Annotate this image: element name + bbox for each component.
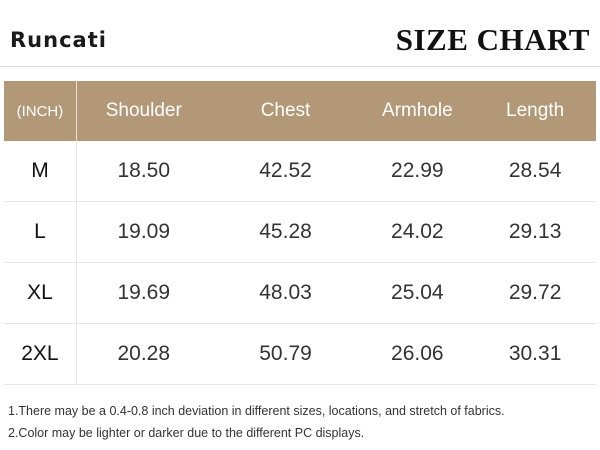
size-label: XL: [4, 263, 77, 323]
column-header-shoulder: Shoulder: [105, 100, 182, 121]
chest-value: 45.28: [259, 220, 312, 243]
page-title: SIZE CHART: [395, 22, 590, 57]
table-header-row: (INCH) Shoulder Chest Armhole Length: [4, 81, 596, 141]
shoulder-value: 20.28: [117, 342, 171, 365]
column-header-chest: Chest: [260, 100, 311, 121]
column-header-length: Length: [506, 100, 565, 121]
table-row: M 18.50 42.52 22.99 28.54: [4, 141, 596, 202]
armhole-value: 22.99: [391, 159, 444, 182]
note-line: 2.Color may be lighter or darker due to …: [8, 426, 365, 440]
column-header-unit: (INCH): [4, 81, 77, 141]
length-value: 28.54: [508, 159, 562, 182]
page-header: Runcati SIZE CHART: [0, 0, 600, 66]
chest-value: 42.52: [259, 159, 312, 182]
shoulder-value: 18.50: [117, 159, 171, 182]
armhole-value: 24.02: [391, 220, 444, 243]
armhole-value: 26.06: [391, 342, 444, 365]
size-label: 2XL: [4, 324, 77, 384]
column-header-armhole: Armhole: [381, 100, 453, 121]
shoulder-value: 19.69: [117, 281, 171, 304]
chest-value: 48.03: [259, 281, 312, 304]
table-row: L 19.09 45.28 24.02 29.13: [4, 202, 596, 263]
size-label: M: [4, 141, 77, 201]
armhole-value: 25.04: [391, 281, 444, 304]
brand-logo: Runcati: [10, 28, 107, 52]
length-value: 30.31: [508, 342, 562, 365]
header-divider: [0, 66, 600, 67]
size-table: (INCH) Shoulder Chest Armhole Length M 1…: [4, 81, 596, 385]
size-label: L: [4, 202, 77, 262]
shoulder-value: 19.09: [117, 220, 171, 243]
table-row: XL 19.69 48.03 25.04 29.72: [4, 263, 596, 324]
notes: 1.There may be a 0.4-0.8 inch deviation …: [8, 400, 505, 444]
table-row: 2XL 20.28 50.79 26.06 30.31: [4, 324, 596, 385]
length-value: 29.72: [508, 281, 562, 304]
note-line: 1.There may be a 0.4-0.8 inch deviation …: [8, 404, 505, 418]
chest-value: 50.79: [259, 342, 312, 365]
length-value: 29.13: [508, 220, 562, 243]
